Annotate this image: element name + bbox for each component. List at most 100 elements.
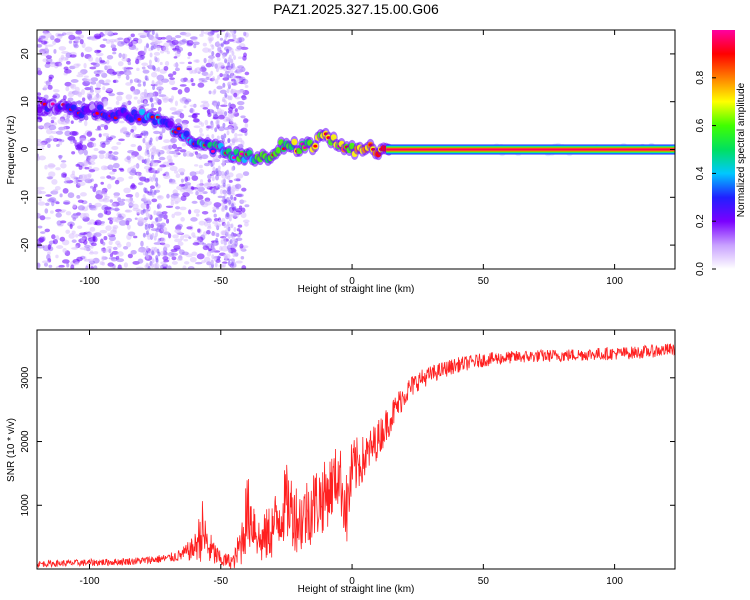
spectrogram-noise-blob [230, 58, 234, 64]
spectrogram-noise-blob [200, 65, 206, 70]
spectrogram-noise-blob [37, 186, 45, 190]
spectrogram-noise-blob [182, 192, 190, 197]
spectrogram-noise-blob [108, 235, 116, 242]
spectrogram-noise-blob [76, 74, 84, 78]
spectrogram-noise-blob [224, 229, 228, 235]
spectrogram-noise-blob [55, 130, 64, 135]
spectrogram-noise-blob [199, 179, 204, 184]
spectrogram-noise-blob [163, 259, 170, 263]
chart-title: PAZ1.2025.327.15.00.G06 [273, 1, 439, 17]
spectrogram-noise-blob [104, 206, 112, 210]
spectrogram-noise-blob [244, 85, 249, 88]
spectrogram-noise-blob [231, 140, 235, 146]
spectrogram-noise-blob [39, 215, 46, 221]
spectrogram-noise-blob [143, 93, 147, 99]
spectrogram-noise-blob [189, 171, 197, 177]
spectrogram-noise-blob [95, 52, 104, 57]
spectrogram-noise-blob [192, 118, 200, 123]
spectrogram-noise-blob [150, 107, 157, 111]
spectrogram-noise-blob [150, 45, 154, 51]
spectrogram-noise-blob [128, 176, 134, 179]
colorbar-label: Normalized spectral amplitude [736, 82, 747, 217]
spectrogram-noise-blob [212, 166, 216, 172]
spectrogram-noise-blob [216, 62, 225, 68]
spectrogram-noise-blob [156, 86, 164, 91]
spectrogram-noise-blob [237, 56, 243, 60]
spectrogram-noise-blob [135, 58, 140, 65]
spectrogram-noise-blob [217, 108, 222, 114]
spectrogram-noise-blob [226, 130, 230, 136]
spectrogram-noise-blob [211, 109, 215, 114]
spectrogram-noise-blob [115, 71, 123, 74]
spectrogram-noise-blob [112, 168, 117, 172]
spectrogram-noise-blob [126, 224, 131, 230]
spectrogram-noise-blob [184, 182, 192, 186]
spectrogram-noise-blob [228, 102, 232, 108]
spectrogram-noise-blob [219, 37, 224, 41]
spectrogram-noise-blob [226, 169, 230, 175]
spectrogram-noise-blob [179, 97, 187, 102]
spectrogram-noise-blob [219, 246, 223, 252]
spectrogram-noise-blob [227, 110, 233, 114]
spectrogram-noise-blob [116, 91, 124, 96]
spectrogram-noise-blob [221, 205, 225, 211]
spectrogram-noise-blob [94, 94, 102, 100]
spectrogram-noise-blob [208, 38, 212, 44]
spectrogram-noise-blob [47, 162, 56, 169]
spectrogram-noise-blob [237, 133, 243, 137]
spectrogram-noise-blob [65, 229, 71, 234]
spectrogram-noise-blob [206, 229, 211, 235]
spectrogram-noise-blob [68, 233, 75, 239]
spectrogram-noise-blob [151, 154, 155, 160]
spectrogram-noise-blob [217, 219, 223, 223]
spectrogram-noise-blob [174, 238, 183, 243]
spectrogram-noise-blob [87, 258, 96, 262]
spectrogram-noise-blob [153, 55, 157, 61]
spectrogram-noise-blob [133, 37, 139, 42]
spectrogram-noise-blob [159, 224, 164, 229]
spectrogram-noise-blob [142, 250, 146, 256]
spectrogram-noise-blob [200, 122, 205, 127]
spectrogram-noise-blob [130, 183, 136, 189]
spectrogram-noise-blob [52, 95, 58, 99]
spectrogram-noise-blob [43, 262, 49, 267]
spectrogram-noise-blob [161, 127, 166, 134]
spectrogram-noise-blob [172, 143, 178, 150]
spectrogram-noise-blob [236, 45, 243, 50]
spectrogram-noise-blob [240, 212, 247, 219]
spectrogram-noise-blob [68, 34, 76, 41]
snr-x-tick-label: 0 [349, 576, 355, 587]
colorbar-fill [712, 30, 735, 269]
spectrogram-noise-blob [117, 197, 122, 202]
spectrogram-noise-blob [66, 114, 71, 119]
spectrogram-noise-blob [231, 51, 235, 57]
spectrogram-noise-blob [89, 85, 94, 91]
spectrogram-noise-blob [127, 231, 136, 237]
spectrogram-noise-blob [167, 251, 175, 257]
spectrogram-noise-blob [83, 75, 89, 78]
spectrogram-noise-blob [186, 188, 191, 192]
spectrogram-noise-blob [150, 223, 154, 229]
spectrogram-noise-blob [163, 139, 171, 143]
spectrogram-noise-blob [125, 193, 134, 198]
spectrogram-noise-blob [233, 196, 237, 201]
spectrogram-noise-blob [65, 31, 74, 36]
spectrogram-noise-blob [166, 193, 170, 199]
spectrogram-noise-blob [198, 164, 203, 169]
spectrogram-y-tick-label: -20 [20, 237, 31, 252]
spectrogram-noise-blob [56, 245, 64, 249]
spectrogram-noise-blob [67, 192, 75, 199]
spectrogram-noise-blob [89, 185, 94, 189]
spectrogram-noise-blob [189, 104, 197, 108]
spectrogram-noise-blob [70, 264, 75, 269]
spectrogram-noise-blob [156, 195, 164, 200]
spectrogram-noise-blob [95, 73, 100, 77]
spectrogram-noise-blob [93, 33, 102, 39]
spectrogram-noise-blob [240, 46, 249, 50]
spectrogram-noise-blob [237, 65, 245, 69]
spectrogram-noise-blob [45, 32, 52, 39]
spectrogram-noise-blob [189, 36, 198, 40]
spectrogram-noise-blob [169, 107, 177, 111]
spectrogram-noise-blob [181, 251, 189, 256]
spectrogram-noise-blob [76, 195, 81, 199]
